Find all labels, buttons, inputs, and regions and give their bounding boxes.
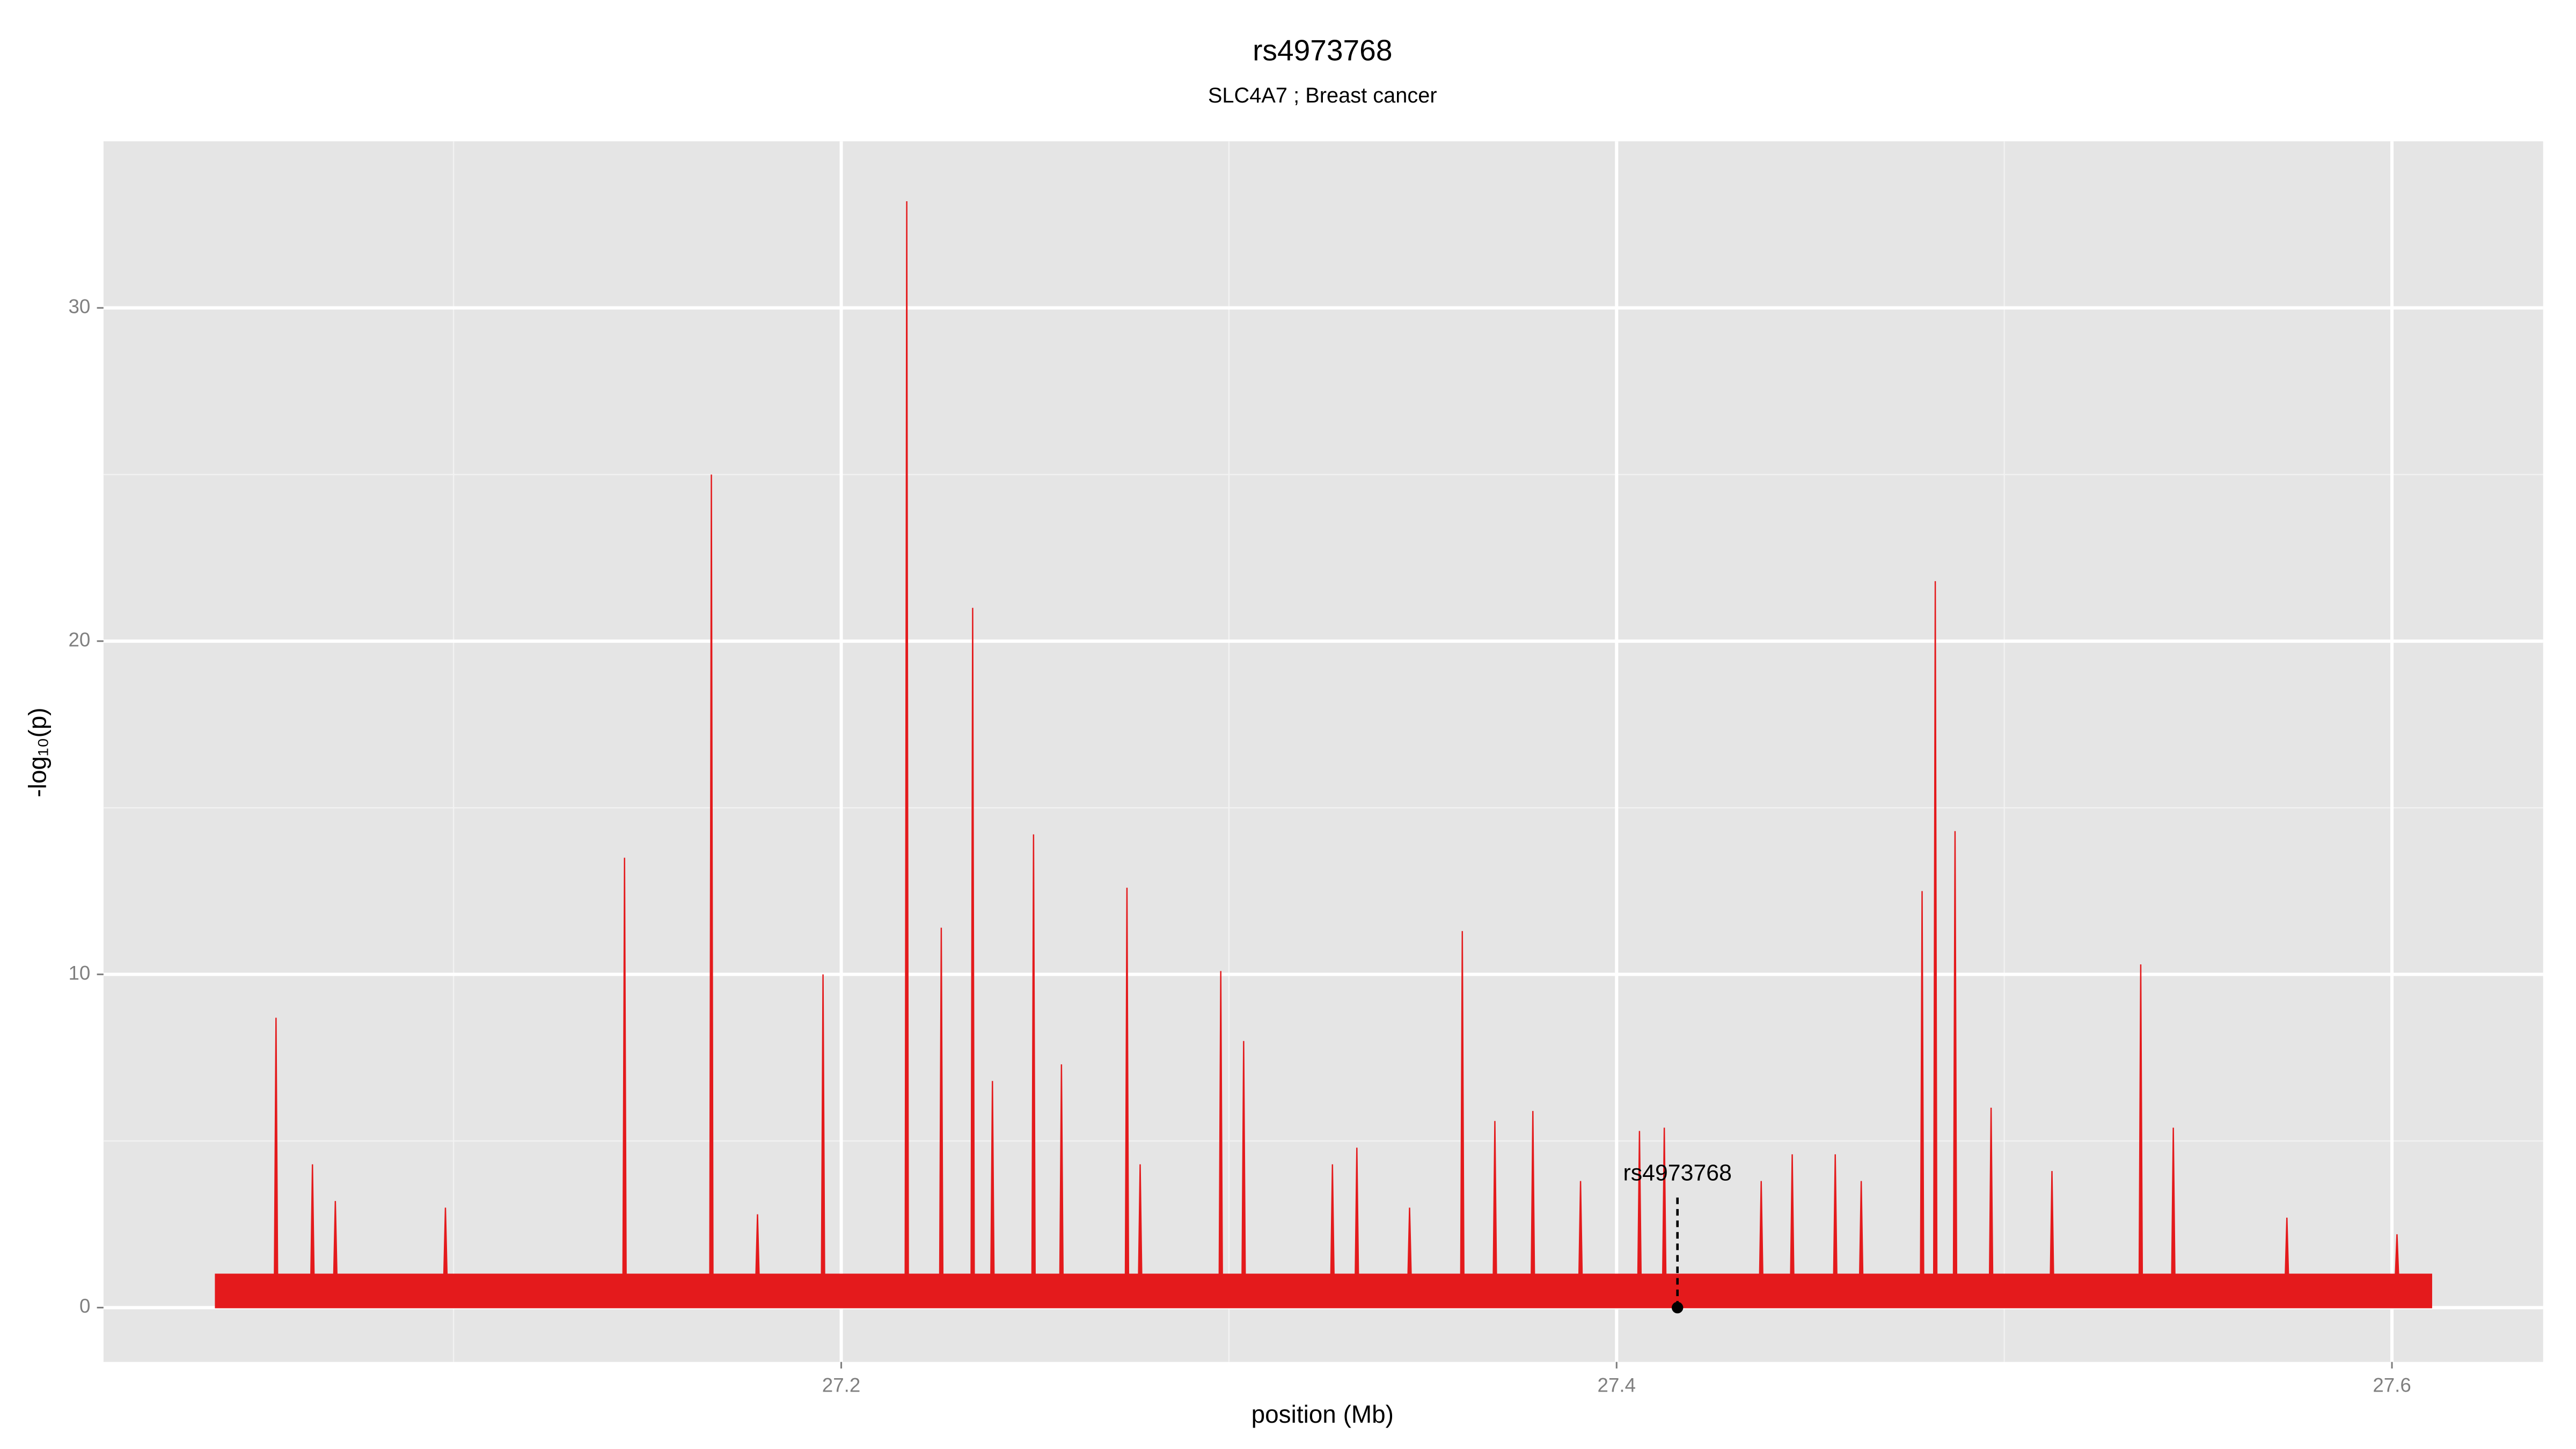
y-tick-label: 20 <box>69 628 91 650</box>
x-tick-label: 27.6 <box>2373 1374 2411 1396</box>
chart-subtitle: SLC4A7 ; Breast cancer <box>1208 84 1437 107</box>
signal-area <box>215 201 2432 1308</box>
chart-title: rs4973768 <box>1253 34 1392 67</box>
y-tick-label: 0 <box>79 1295 90 1317</box>
annotation-point <box>1671 1301 1684 1314</box>
panel <box>103 141 2543 1362</box>
x-tick-label: 27.2 <box>822 1374 860 1396</box>
annotation-label: rs4973768 <box>1623 1160 1731 1185</box>
labels: 27.2 27.4 27.6 0 10 20 30 rs4973768 <box>69 295 2411 1396</box>
y-axis-label: -log₁₀(p) <box>24 707 52 797</box>
x-axis-label: position (Mb) <box>1252 1400 1394 1428</box>
marks <box>215 201 2432 1314</box>
y-tick-label: 10 <box>69 962 91 984</box>
y-tick-label: 30 <box>69 295 91 317</box>
x-tick-label: 27.4 <box>1598 1374 1636 1396</box>
